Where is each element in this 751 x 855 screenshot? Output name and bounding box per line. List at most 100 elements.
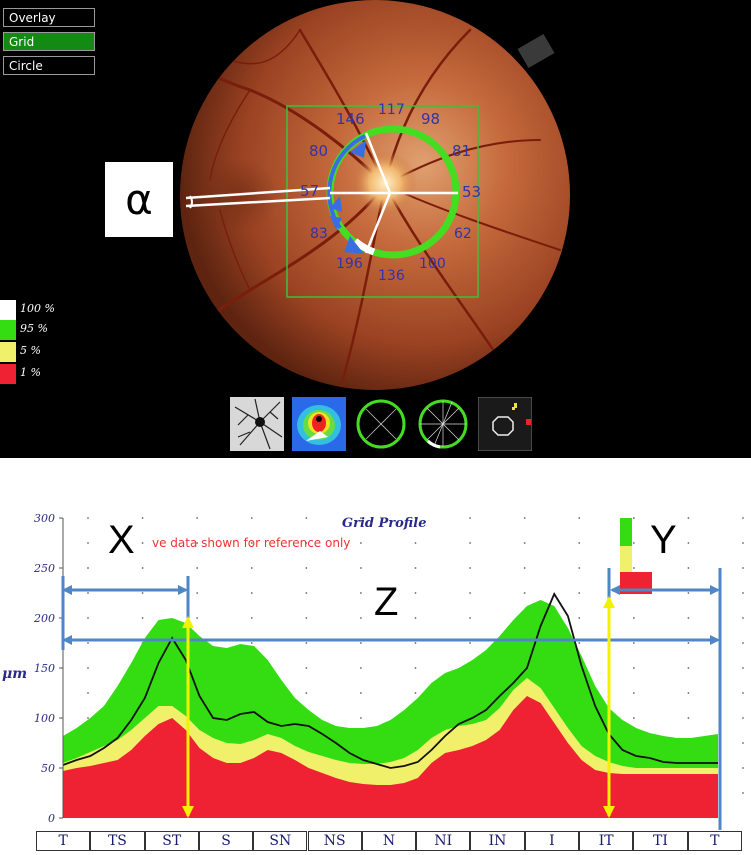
grid-dot: [141, 517, 144, 519]
legend-swatch-100: [0, 300, 16, 320]
sector-lines: [330, 132, 458, 254]
grid-dot: [523, 592, 526, 594]
grid-dot: [742, 692, 744, 694]
annotation-overlay: [61, 568, 722, 830]
chart-areas: [63, 600, 718, 818]
grid-dot: [687, 542, 690, 544]
thumbnail-sector-grid[interactable]: [416, 397, 470, 451]
grid-dot: [414, 592, 417, 594]
thumbnail-vessel-map[interactable]: [230, 397, 284, 451]
grid-dot: [414, 517, 417, 519]
y-tick-label: 0: [48, 812, 55, 825]
grid-dot: [632, 567, 635, 569]
grid-dot: [742, 742, 744, 744]
grid-dot: [742, 542, 744, 544]
category-label: I: [524, 831, 579, 851]
thumbnail-thickness-map[interactable]: [292, 397, 346, 451]
category-label: NS: [307, 831, 362, 851]
grid-dot: [742, 667, 744, 669]
legend-swatch-1: [0, 364, 16, 384]
grid-dot: [632, 617, 635, 619]
legend-item-100: 100 %: [0, 300, 60, 320]
grid-dot: [742, 767, 744, 769]
overlay-button[interactable]: Overlay: [3, 8, 95, 27]
legend-swatch-5: [0, 342, 16, 362]
grid-dot: [742, 717, 744, 719]
value-81: 81: [452, 142, 471, 160]
category-label: IT: [579, 831, 634, 851]
category-label: TS: [90, 831, 145, 851]
value-53: 53: [462, 183, 481, 201]
grid-dot: [196, 567, 199, 569]
grid-dot: [87, 692, 89, 694]
fundus-notch: [517, 33, 555, 69]
value-80: 80: [309, 142, 328, 160]
alpha-label-box: α: [105, 162, 173, 237]
y-annotation-label: Y: [650, 518, 677, 562]
alpha-label: α: [125, 175, 153, 224]
arrow-marker-mid-down: [330, 216, 342, 230]
grid-dot: [578, 592, 581, 594]
grid-dot: [87, 667, 89, 669]
category-label: TI: [633, 831, 688, 851]
value-83: 83: [310, 226, 328, 242]
grid-dot: [360, 567, 362, 569]
grid-dot: [305, 517, 308, 519]
circle-button[interactable]: Circle: [3, 56, 95, 75]
grid-button[interactable]: Grid: [3, 32, 95, 51]
y-axis-label: μm: [2, 666, 27, 682]
grid-dot: [742, 642, 744, 644]
grid-dot: [523, 542, 526, 544]
alpha-line-upper: [185, 186, 331, 200]
grid-dot: [305, 617, 308, 619]
grid-dot: [469, 592, 471, 594]
y-tick-label: 100: [34, 712, 55, 725]
chart-legend-yellow: [620, 546, 632, 572]
chart-title: Grid Profile: [342, 516, 426, 531]
grid-dot: [87, 617, 89, 619]
value-117: 117: [378, 102, 405, 118]
legend-label-5: 5 %: [20, 344, 41, 357]
grid-dot: [632, 717, 635, 719]
grid-dot: [196, 592, 199, 594]
grid-dot: [250, 617, 253, 619]
value-98: 98: [421, 110, 440, 128]
grid-dot: [305, 542, 308, 544]
value-146: 146: [336, 110, 365, 128]
thumbnail-optic-disc-outline[interactable]: [478, 397, 532, 451]
grid-dot: [250, 542, 253, 544]
alpha-arc: [189, 195, 193, 209]
grid-dot: [360, 617, 362, 619]
value-62: 62: [454, 226, 472, 242]
grid-dot: [632, 692, 635, 694]
grid-dot: [360, 542, 362, 544]
grid-dot: [196, 517, 199, 519]
grid-dot: [414, 542, 417, 544]
category-label: NI: [416, 831, 471, 851]
grid-dot: [687, 667, 690, 669]
legend-item-95: 95 %: [0, 320, 60, 340]
grid-dot: [523, 567, 526, 569]
y-axis-ticks: 0 50 100 150 200 250 300: [33, 512, 63, 825]
grid-dot: [687, 692, 690, 694]
grid-dot: [632, 517, 635, 519]
grid-dot: [360, 517, 362, 519]
grid-dot: [141, 617, 144, 619]
arrow-marker-top: [350, 140, 366, 158]
grid-dot: [360, 592, 362, 594]
legend-label-1: 1 %: [20, 366, 41, 379]
grid-dot: [742, 617, 744, 619]
chart-subtitle: ve data shown for reference only: [152, 536, 350, 550]
grid-dot: [742, 592, 744, 594]
grid-dot: [578, 542, 581, 544]
y-tick-label: 150: [34, 662, 55, 675]
y-tick-label: 250: [33, 562, 55, 575]
z-annotation-label: Z: [374, 580, 399, 624]
grid-dot: [687, 617, 690, 619]
legend-item-1: 1 %: [0, 364, 60, 384]
grid-dot: [742, 567, 744, 569]
grid-dot: [687, 567, 690, 569]
thumbnail-circle-grid[interactable]: [354, 397, 408, 451]
grid-dot: [414, 567, 417, 569]
grid-dot: [305, 692, 308, 694]
